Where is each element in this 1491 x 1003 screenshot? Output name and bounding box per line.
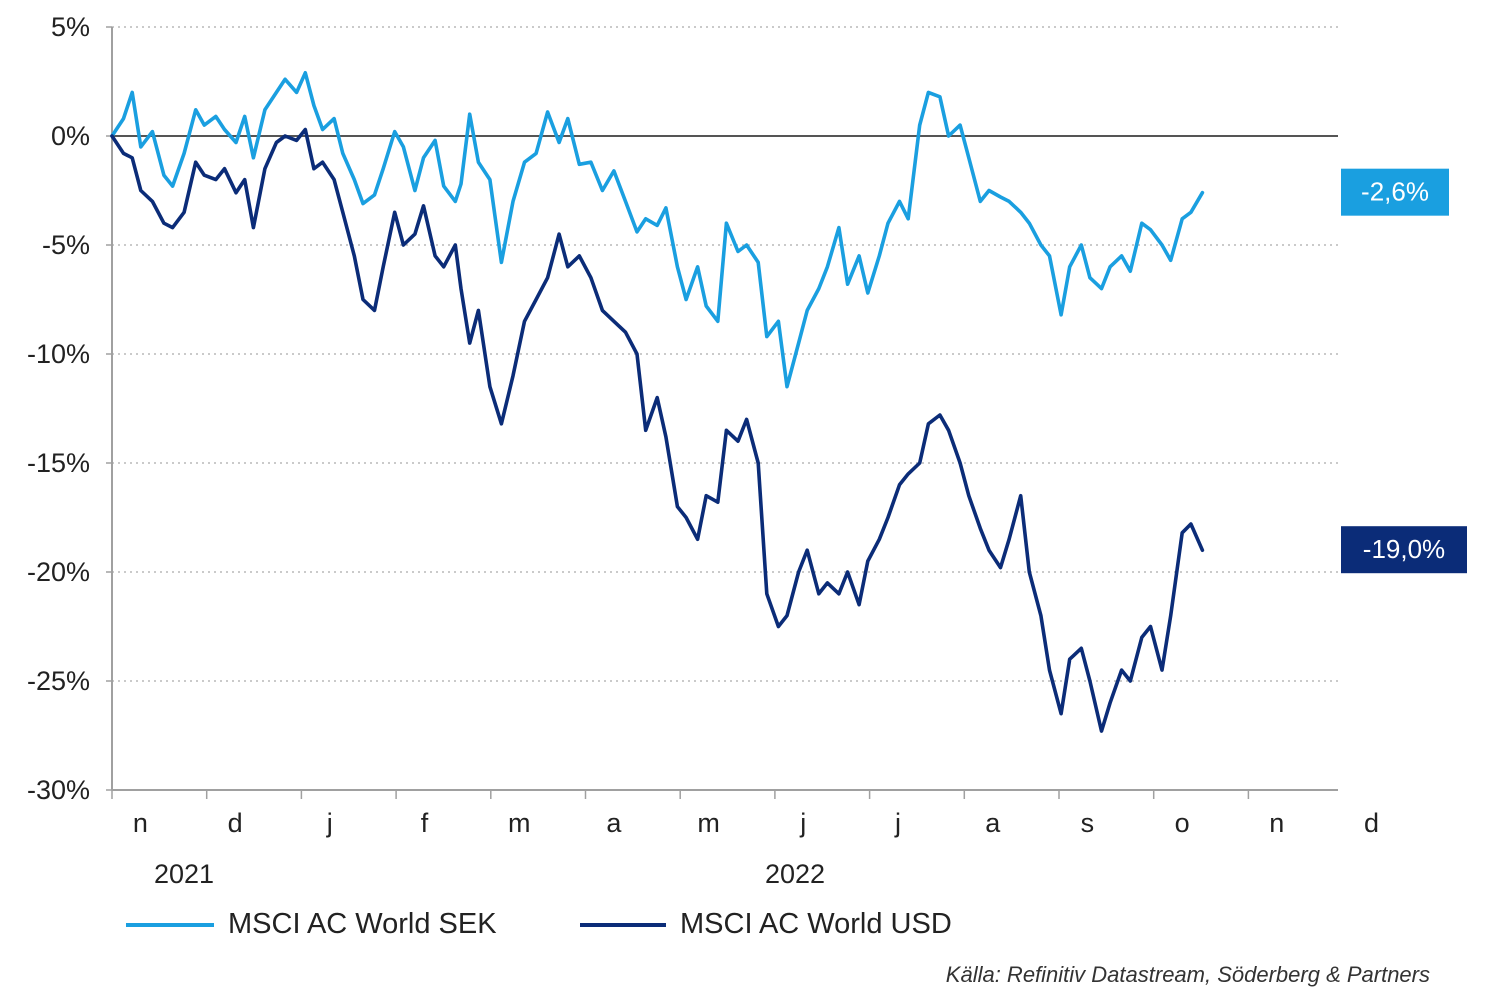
y-tick-label: 0%: [51, 121, 90, 151]
end-labels: -2,6% -19,0%: [1341, 168, 1467, 574]
y-tick-label: -5%: [42, 230, 90, 260]
series-lines: [110, 71, 1205, 733]
year-label-2022: 2022: [765, 859, 825, 889]
x-tick-label: a: [985, 808, 1001, 838]
legend: MSCI AC World SEK MSCI AC World USD: [126, 908, 952, 940]
x-tick-label: n: [133, 808, 148, 838]
x-tick-label: d: [228, 808, 243, 838]
end-label-box: [1341, 168, 1449, 216]
y-tick-label: -10%: [27, 339, 90, 369]
y-tick-label: -15%: [27, 448, 90, 478]
y-tick-label: -30%: [27, 775, 90, 805]
y-axis-ticks: 5% 0% -5% -10% -15% -20% -25% -30%: [27, 12, 112, 805]
x-tick-label: j: [894, 808, 901, 838]
x-tick-label: n: [1269, 808, 1284, 838]
series-line-usd: [110, 127, 1205, 733]
x-tick-label: m: [697, 808, 720, 838]
x-tick-label: j: [326, 808, 333, 838]
x-tick-label: s: [1081, 808, 1095, 838]
end-label-box: [1341, 526, 1467, 574]
x-tick-label: f: [421, 808, 429, 838]
x-tick-label: d: [1364, 808, 1379, 838]
year-label-2021: 2021: [154, 859, 214, 889]
y-tick-label: -25%: [27, 666, 90, 696]
y-tick-label: 5%: [51, 12, 90, 42]
y-tick-label: -20%: [27, 557, 90, 587]
end-label-text: -2,6%: [1361, 177, 1429, 207]
x-tick-label: a: [606, 808, 622, 838]
end-label-text: -19,0%: [1363, 534, 1445, 564]
grid-lines: [112, 26, 1338, 682]
x-tick-label: o: [1175, 808, 1190, 838]
legend-label-usd: MSCI AC World USD: [680, 908, 952, 940]
series-line-sek: [110, 71, 1205, 389]
legend-label-sek: MSCI AC World SEK: [228, 908, 497, 940]
x-tick-label: j: [799, 808, 806, 838]
source-note: Källa: Refinitiv Datastream, Söderberg &…: [946, 962, 1430, 987]
x-tick-label: m: [508, 808, 531, 838]
